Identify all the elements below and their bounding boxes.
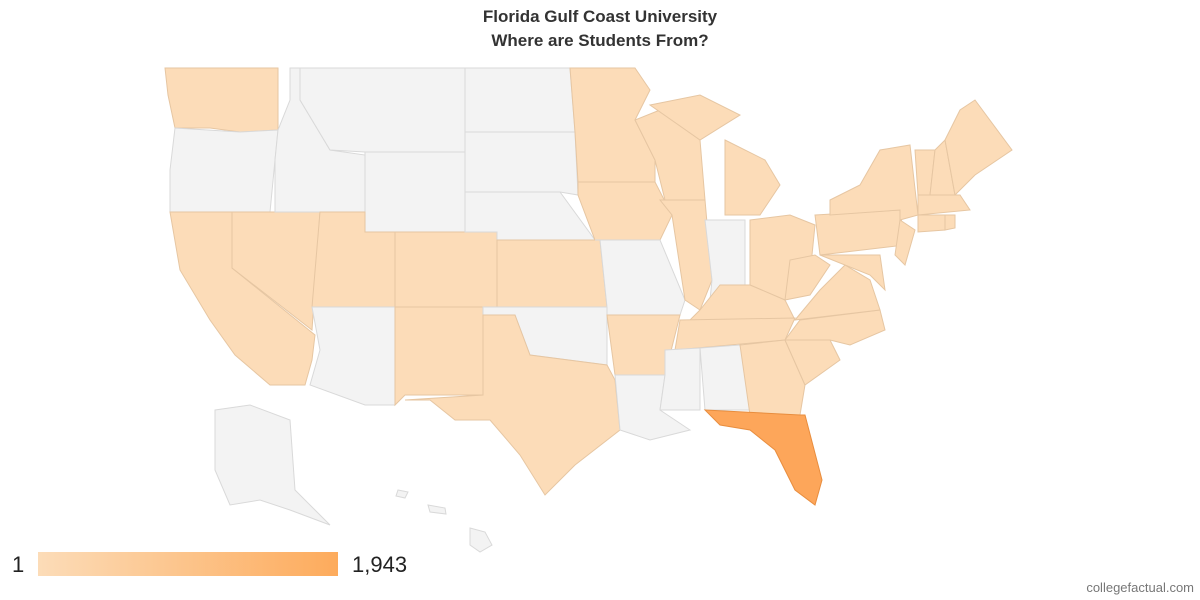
state xyxy=(917,194,971,216)
state xyxy=(464,131,579,196)
state xyxy=(496,239,608,308)
state xyxy=(819,254,886,292)
state xyxy=(659,347,701,411)
state xyxy=(814,209,906,256)
state xyxy=(299,67,466,153)
state xyxy=(469,527,493,553)
state xyxy=(917,214,946,233)
state xyxy=(829,144,919,221)
state xyxy=(427,504,447,515)
legend: 1 1,943 xyxy=(12,552,407,577)
state xyxy=(395,489,409,499)
state xyxy=(595,239,686,316)
state xyxy=(214,404,331,526)
title-line-1: Florida Gulf Coast University xyxy=(483,7,718,26)
state xyxy=(894,219,916,266)
state xyxy=(404,314,621,496)
state xyxy=(784,309,886,346)
legend-gradient xyxy=(38,552,338,576)
state xyxy=(724,139,781,216)
state xyxy=(169,127,279,213)
state xyxy=(309,306,396,406)
state xyxy=(394,306,484,407)
state-florida xyxy=(703,409,823,506)
legend-max: 1,943 xyxy=(352,552,407,577)
title-line-2: Where are Students From? xyxy=(491,31,708,50)
state xyxy=(944,99,1013,197)
state xyxy=(577,181,673,241)
legend-min: 1 xyxy=(12,552,24,577)
state xyxy=(739,339,806,416)
state xyxy=(164,67,279,133)
state xyxy=(648,94,742,141)
source: collegefactual.com xyxy=(1086,580,1194,595)
state xyxy=(364,151,466,233)
state xyxy=(464,67,576,133)
state xyxy=(944,214,956,231)
state xyxy=(394,231,498,308)
state xyxy=(784,254,831,301)
us-map xyxy=(164,67,1013,553)
state xyxy=(793,264,881,321)
